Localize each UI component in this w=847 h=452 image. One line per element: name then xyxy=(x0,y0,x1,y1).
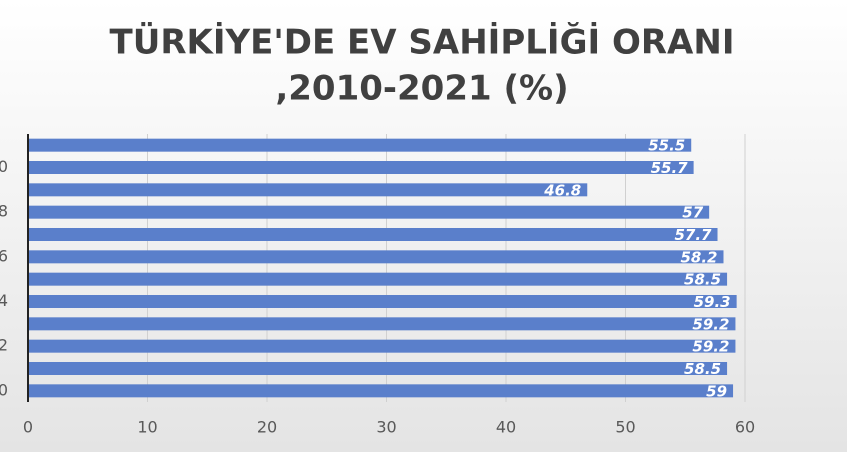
value-label: 59 xyxy=(706,382,727,400)
bar xyxy=(28,339,736,353)
y-tick-label: 2014 xyxy=(0,291,8,310)
chart-title: TÜRKİYE'DE EV SAHİPLİĞİ ORANI xyxy=(110,22,735,63)
x-tick-label: 20 xyxy=(257,418,277,437)
value-label: 59.2 xyxy=(692,338,729,356)
x-tick-label: 60 xyxy=(735,418,755,437)
bar xyxy=(28,205,710,219)
x-tick-label: 40 xyxy=(496,418,516,437)
bar xyxy=(28,138,692,152)
x-tick-label: 10 xyxy=(137,418,157,437)
value-label: 58.5 xyxy=(684,271,721,289)
value-label: 58.2 xyxy=(680,248,717,266)
y-tick-label: 2010 xyxy=(0,380,8,399)
bar xyxy=(28,272,728,286)
value-label: 59.2 xyxy=(692,315,729,333)
value-label: 55.7 xyxy=(651,159,689,177)
bar xyxy=(28,362,728,375)
bar xyxy=(28,317,736,331)
y-tick-label: 2020 xyxy=(0,157,8,176)
value-label: 46.8 xyxy=(543,181,581,199)
value-label: 57.7 xyxy=(674,226,712,244)
y-tick-label: 2012 xyxy=(0,336,8,355)
x-tick-label: 50 xyxy=(615,418,635,437)
bar xyxy=(28,295,737,308)
x-tick-label: 30 xyxy=(376,418,396,437)
bar xyxy=(28,384,734,398)
bar xyxy=(28,228,718,241)
value-label: 55.5 xyxy=(648,137,685,155)
y-tick-label: 2018 xyxy=(0,202,8,221)
bar xyxy=(28,250,724,264)
y-tick-label: 2016 xyxy=(0,246,8,265)
bar xyxy=(28,161,694,174)
x-tick-label: 0 xyxy=(23,418,33,437)
chart-title: ,2010-2021 (%) xyxy=(275,69,568,109)
value-label: 59.3 xyxy=(694,293,731,311)
value-label: 58.5 xyxy=(684,360,721,378)
bar xyxy=(28,183,588,197)
value-label: 57 xyxy=(682,204,703,222)
